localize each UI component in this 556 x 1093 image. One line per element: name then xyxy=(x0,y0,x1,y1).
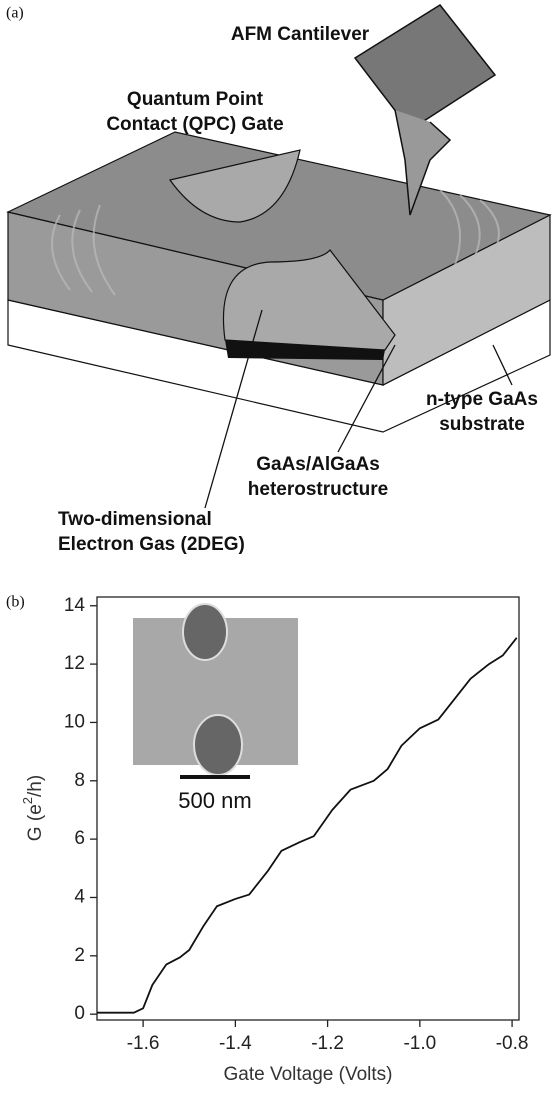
diagram-label: heterostructure xyxy=(248,479,388,500)
panel-label: (b) xyxy=(6,594,25,611)
y-tick-label: 6 xyxy=(74,828,85,849)
diagram-label: Contact (QPC) Gate xyxy=(106,114,283,135)
x-tick-label: -0.8 xyxy=(496,1033,529,1054)
x-tick-label: -1.4 xyxy=(219,1033,252,1054)
y-label-suffix: /h) xyxy=(25,775,46,797)
y-tick-label: 12 xyxy=(64,653,85,674)
diagram-label: AFM Cantilever xyxy=(231,24,370,45)
x-tick-label: -1.6 xyxy=(127,1033,160,1054)
y-tick-label: 0 xyxy=(74,1003,85,1024)
inset-gate xyxy=(194,715,242,775)
diagram-label: Quantum Point xyxy=(127,89,264,110)
figure: (a) AFM Cantilever Quantum Point Contact (… xyxy=(0,0,556,1093)
y-tick-label: 14 xyxy=(64,595,86,616)
y-tick-label: 10 xyxy=(64,711,85,732)
y-label-sup: 2 xyxy=(20,797,35,804)
panel-label: (a) xyxy=(6,5,24,22)
x-tick-label: -1.2 xyxy=(311,1033,344,1054)
cantilever xyxy=(355,5,495,130)
y-tick-label: 4 xyxy=(74,886,85,907)
y-label-prefix: G (e xyxy=(25,804,46,841)
y-tick-label: 2 xyxy=(74,945,85,966)
y-tick-label: 8 xyxy=(74,770,85,791)
x-tick-label: -1.0 xyxy=(403,1033,436,1054)
inset-label: 500 nm xyxy=(178,788,251,813)
x-axis-label: Gate Voltage (Volts) xyxy=(224,1064,393,1085)
inset-image xyxy=(133,604,298,777)
y-axis-label: G (e2/h) xyxy=(20,775,46,841)
diagram-label: GaAs/AlGaAs xyxy=(256,454,380,475)
diagram-label: substrate xyxy=(439,414,525,435)
diagram-label: Two-dimensional xyxy=(58,509,212,530)
inset-gate xyxy=(183,604,227,660)
diagram-label: Electron Gas (2DEG) xyxy=(58,534,245,555)
diagram-label: n-type GaAs xyxy=(426,389,538,410)
